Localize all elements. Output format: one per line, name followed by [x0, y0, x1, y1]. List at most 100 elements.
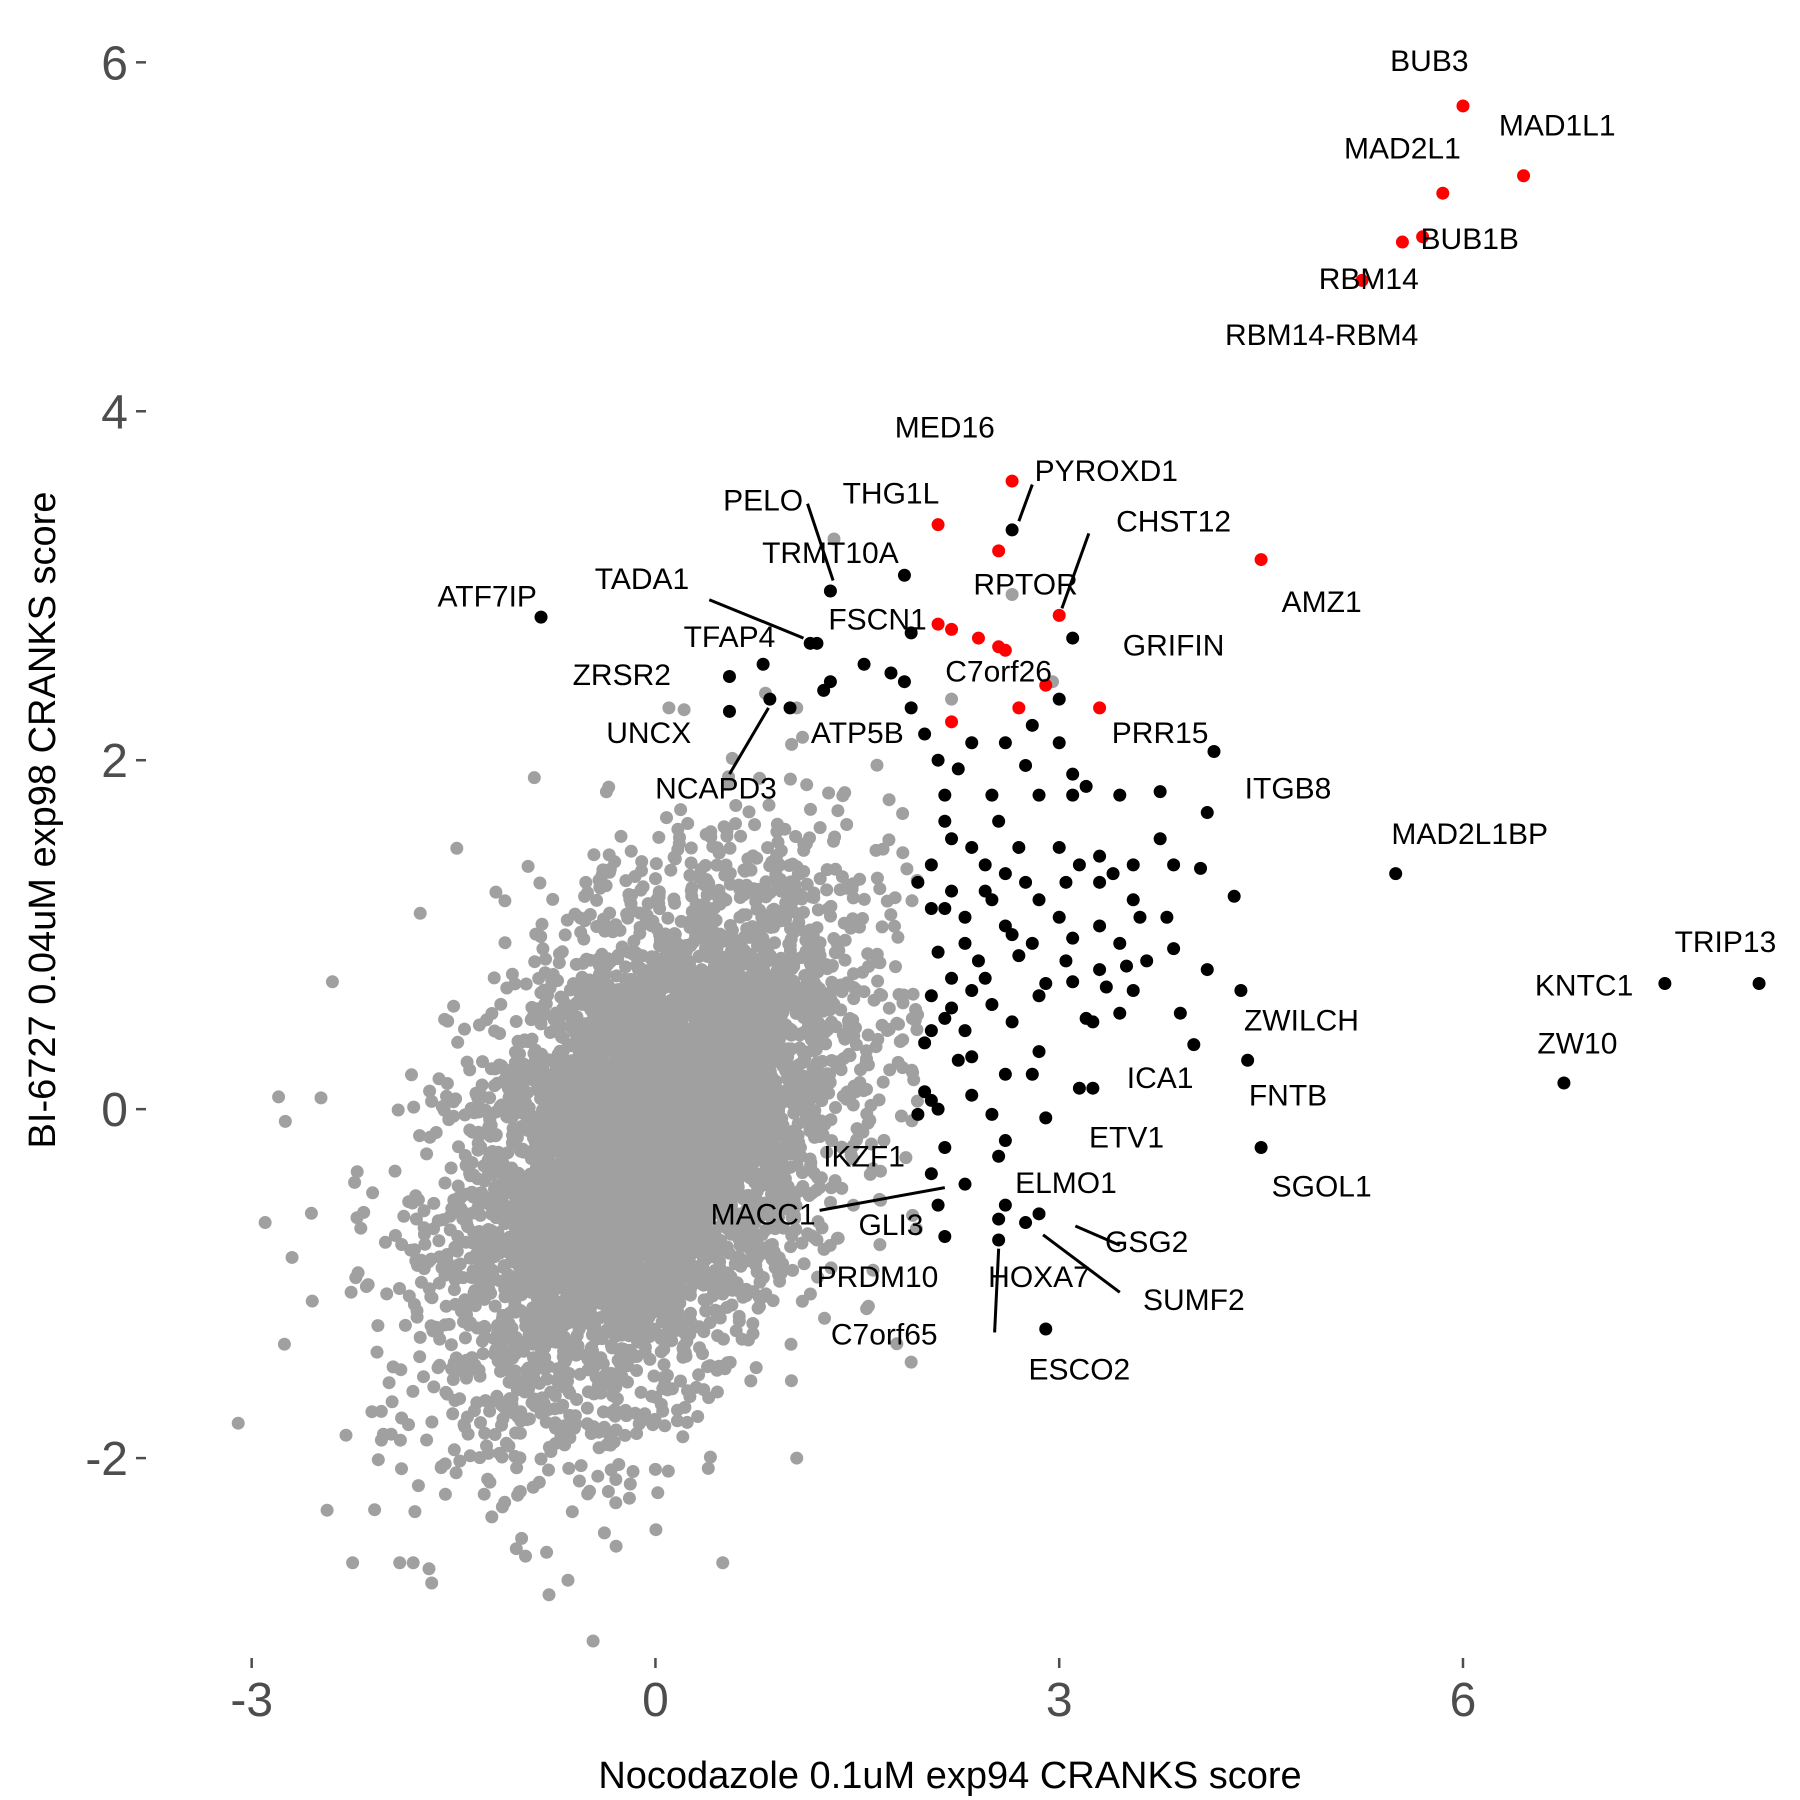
background-point: [861, 1058, 875, 1072]
background-point: [539, 952, 552, 966]
background-point: [446, 1407, 460, 1421]
background-point: [804, 802, 817, 816]
background-point: [519, 977, 533, 991]
background-point: [888, 891, 902, 905]
background-points: [231, 532, 1059, 1648]
background-point: [646, 1418, 660, 1432]
background-point: [388, 1229, 402, 1242]
background-point: [753, 1180, 767, 1194]
background-point: [409, 1189, 423, 1203]
background-point: [799, 837, 813, 851]
background-point: [487, 971, 501, 985]
background-point: [546, 892, 560, 906]
background-point: [910, 1094, 924, 1108]
background-point: [676, 1430, 690, 1444]
background-point: [802, 1189, 816, 1202]
background-point: [478, 1426, 492, 1440]
background-point: [732, 1314, 746, 1328]
background-point: [786, 1263, 800, 1277]
background-point: [768, 936, 782, 950]
background-point: [819, 1037, 833, 1051]
background-point: [447, 999, 461, 1013]
background-point: [458, 1331, 472, 1345]
background-point: [896, 846, 910, 860]
background-point: [467, 1168, 480, 1182]
background-point: [789, 830, 803, 843]
background-point: [829, 1101, 842, 1114]
background-point: [432, 1234, 446, 1248]
background-point: [406, 1384, 420, 1398]
background-point: [398, 1318, 412, 1332]
background-point: [438, 1012, 452, 1026]
background-point: [734, 829, 748, 843]
background-point: [447, 1443, 461, 1457]
background-point: [753, 771, 767, 785]
background-point: [606, 1389, 620, 1403]
background-point: [681, 1384, 694, 1398]
background-point: [755, 910, 769, 924]
background-point: [444, 1338, 458, 1352]
background-point: [716, 1332, 730, 1346]
background-point: [894, 1109, 908, 1123]
background-point: [592, 1425, 606, 1439]
background-point: [906, 987, 920, 1001]
background-point: [509, 1015, 523, 1028]
background-point: [818, 1311, 831, 1325]
background-point: [749, 1361, 763, 1375]
background-point: [861, 947, 875, 961]
background-point: [510, 1461, 524, 1475]
background-point: [722, 770, 735, 784]
background-point: [649, 1523, 663, 1537]
background-point: [277, 1337, 291, 1351]
background-point: [498, 1495, 512, 1509]
background-point: [460, 1410, 474, 1424]
background-point: [365, 1405, 379, 1419]
background-point: [667, 892, 681, 906]
background-point: [741, 852, 755, 866]
background-point: [813, 821, 827, 835]
background-point: [900, 862, 914, 876]
background-point: [391, 1103, 405, 1117]
background-point: [674, 1374, 687, 1388]
background-point: [691, 1410, 705, 1423]
background-point: [840, 1085, 854, 1099]
background-point: [405, 1068, 418, 1082]
background-point: [380, 1287, 394, 1301]
background-point: [320, 1503, 334, 1517]
background-point: [671, 1403, 684, 1417]
background-point: [657, 1342, 671, 1356]
background-point: [810, 921, 824, 935]
background-point: [359, 1280, 373, 1293]
background-point: [873, 882, 887, 896]
background-point: [547, 1128, 561, 1142]
background-point: [528, 955, 542, 969]
background-point: [646, 914, 660, 928]
background-point: [871, 974, 885, 988]
background-point: [742, 805, 756, 819]
background-point: [803, 1124, 817, 1138]
background-point: [795, 1236, 809, 1250]
background-point: [905, 894, 919, 908]
background-point: [744, 1374, 758, 1388]
background-point: [888, 919, 901, 933]
background-point: [619, 960, 633, 974]
background-point: [906, 1208, 920, 1222]
background-point: [770, 825, 784, 839]
background-point: [864, 1098, 878, 1112]
background-point: [498, 936, 512, 950]
background-point: [427, 1380, 441, 1394]
background-point: [444, 1161, 458, 1175]
background-point: [575, 997, 589, 1011]
background-point: [703, 1450, 717, 1464]
background-point: [789, 1223, 803, 1236]
background-point: [890, 1337, 904, 1351]
background-point: [408, 1505, 422, 1519]
background-point: [813, 1181, 827, 1194]
background-point: [735, 1332, 749, 1346]
background-point: [354, 1221, 368, 1235]
background-point: [638, 1407, 652, 1421]
background-point: [719, 1243, 733, 1257]
background-point: [824, 909, 837, 923]
background-point: [867, 993, 881, 1007]
